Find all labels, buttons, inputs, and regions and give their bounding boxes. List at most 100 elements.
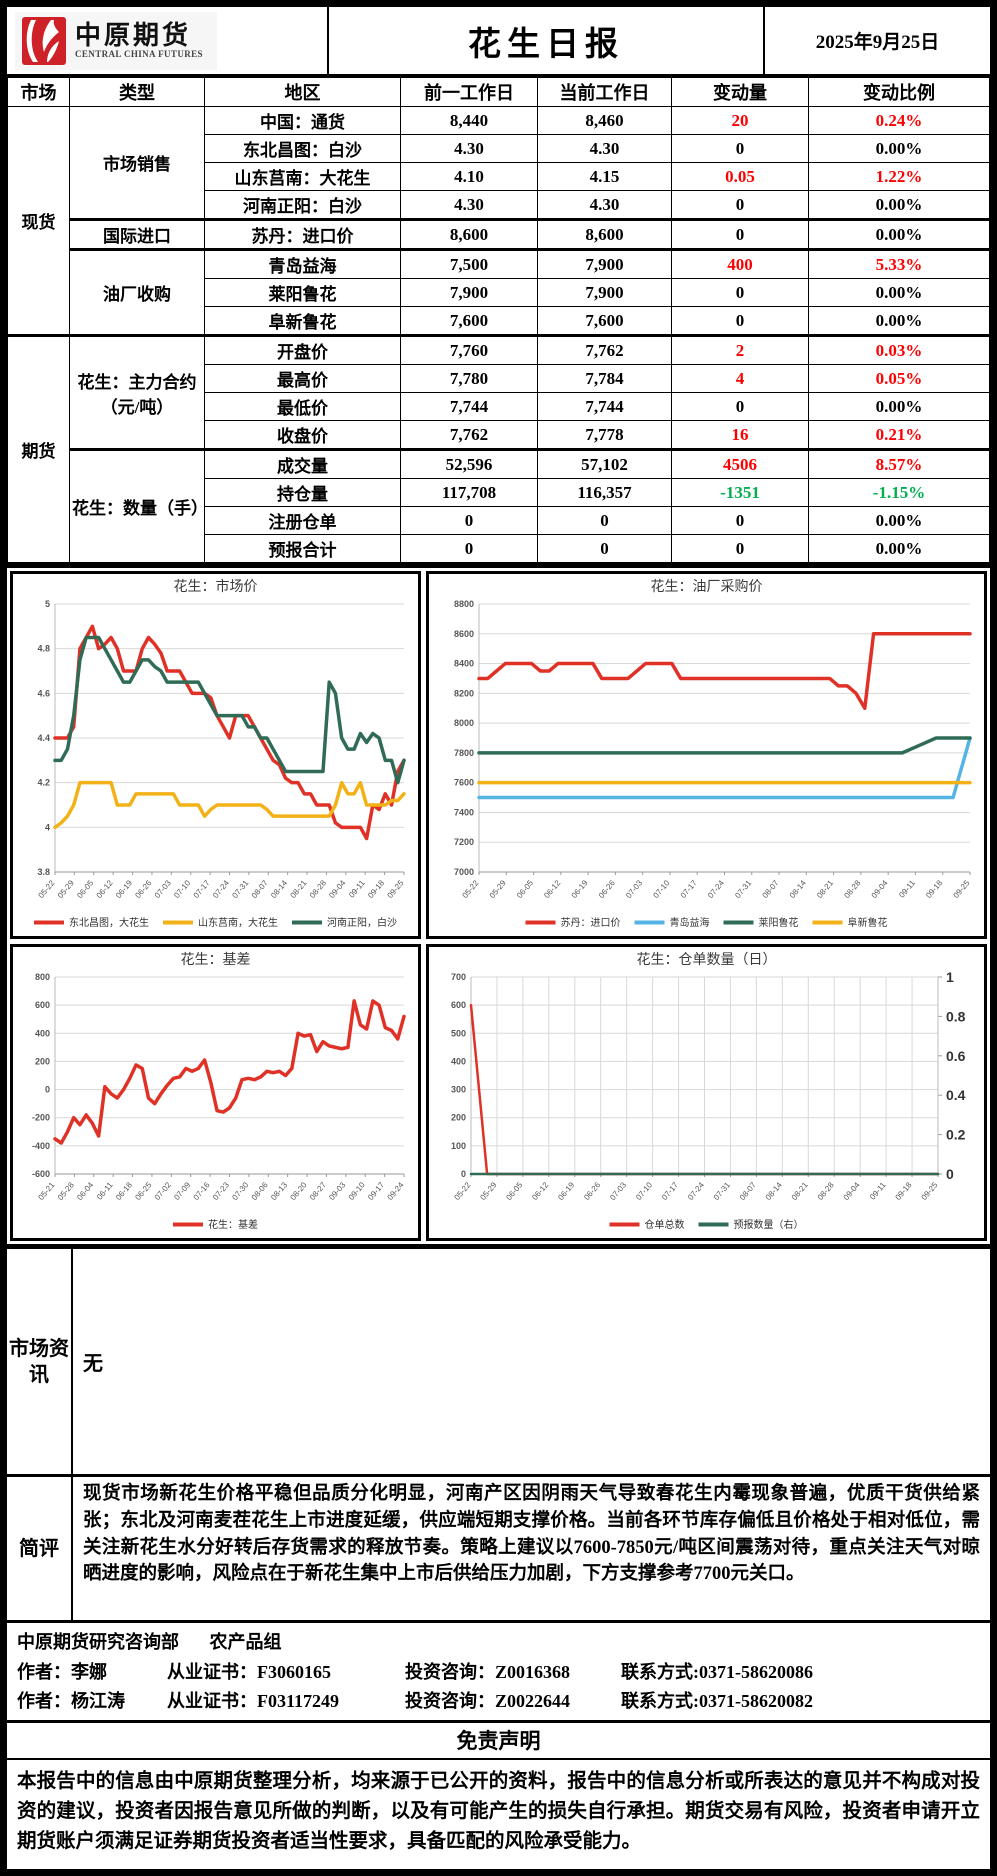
table-row: 现货 市场销售 中国：通货 8,440 8,460 20 0.24% [7, 106, 990, 336]
x-tick-label: 07-24 [211, 878, 231, 900]
y-tick-label: 8400 [454, 659, 474, 669]
charts-row-bottom: 花生：基差 -600 -400 -200 0 200 400 600 800 05-21 05-28… [10, 944, 987, 1241]
region-cell: 青岛益海 [204, 248, 401, 279]
table-row: 东北昌图：白沙 4.30 4.30 0 0.00% [8, 134, 990, 163]
x-tick-label: 09-11 [868, 1180, 888, 1201]
change-cell: 0 [671, 134, 809, 163]
author-contact: 联系方式:0371-58620082 [621, 1691, 813, 1711]
x-tick-label: 08-21 [790, 1180, 810, 1202]
type-group-cell: 国际进口 [69, 218, 205, 250]
region-cell: 预报合计 [204, 534, 401, 563]
current-value-cell: 116,357 [537, 478, 672, 507]
x-tick-label: 08-13 [269, 1180, 289, 1202]
change-pct-cell: 0.00% [808, 306, 990, 336]
x-tick-label: 06-26 [133, 878, 153, 900]
y-tick-label: 7200 [454, 837, 474, 847]
change-cell: 400 [671, 248, 809, 279]
change-cell: 0 [671, 534, 809, 563]
y-tick-label: 7000 [454, 867, 474, 877]
region-cell: 收盘价 [204, 420, 401, 450]
x-tick-label: 08-21 [815, 878, 835, 900]
y-tick-label: 400 [35, 1028, 50, 1038]
chart-title: 花生：市场价 [174, 578, 258, 594]
x-tick-label: 08-28 [842, 878, 862, 900]
x-tick-label: 08-14 [764, 1180, 784, 1202]
legend-label: 阜新鲁花 [848, 916, 888, 929]
x-tick-label: 07-16 [192, 1180, 212, 1202]
table-row: 最低价 7,744 7,744 0 0.00% [8, 392, 990, 421]
change-pct-cell: 0.00% [808, 534, 990, 563]
x-tick-label: 09-24 [385, 1180, 405, 1202]
chart-panel-warehouse-receipts: 花生：仓单数量（日） 0 100 200 300 400 500 600 700 05-22 05-… [426, 944, 987, 1241]
x-tick-label: 06-05 [504, 1180, 524, 1202]
y-tick-label: 600 [35, 1000, 50, 1010]
comment-label: 简评 [7, 1477, 73, 1620]
report-date: 2025年9月25日 [815, 32, 940, 53]
author-cert: 从业证书：F03117249 [167, 1691, 340, 1711]
current-value-cell: 7,900 [537, 278, 672, 307]
change-cell: 0 [671, 218, 809, 250]
group-name: 农产品组 [209, 1632, 282, 1652]
previous-value-cell: 4.30 [400, 134, 538, 163]
x-tick-label: 09-17 [366, 1180, 386, 1202]
x-tick-label: 07-03 [608, 1180, 628, 1202]
type-group-cell: 市场销售 [69, 106, 205, 220]
y-tick-label: -600 [32, 1169, 50, 1179]
x-tick-label: 09-10 [347, 1180, 367, 1202]
current-value-cell: 7,778 [537, 420, 672, 450]
column-header: 变动量 [671, 77, 809, 107]
logo-company-name-en: CENTRAL CHINA FUTURES [75, 49, 203, 60]
change-pct-cell: 1.22% [808, 162, 990, 191]
y-tick-label: 8200 [454, 688, 474, 698]
y-tick-label: 4.8 [37, 644, 50, 654]
change-pct-cell: 0.00% [808, 218, 990, 250]
x-tick-label: 06-04 [75, 1180, 95, 1202]
x-tick-label: 07-10 [172, 878, 192, 900]
previous-value-cell: 4.10 [400, 162, 538, 191]
previous-value-cell: 8,600 [400, 218, 538, 250]
x-tick-label: 06-12 [530, 1180, 550, 1202]
series-line [53, 999, 406, 1145]
x-tick-label: 05-22 [452, 1180, 472, 1202]
x-tick-label: 07-17 [660, 1180, 680, 1202]
x-tick-label: 06-12 [542, 878, 562, 900]
x-tick-label: 05-22 [460, 878, 480, 900]
x-tick-label: 06-19 [114, 878, 134, 900]
y-tick-label: 200 [35, 1056, 50, 1066]
change-cell: 2 [671, 334, 809, 365]
table-row: 花生：数量（手） 成交量 52,596 57,102 4506 8.57% [8, 448, 990, 563]
logo-mark-icon [22, 16, 66, 65]
change-pct-cell: 0.00% [808, 506, 990, 535]
x-tick-label: 06-26 [582, 1180, 602, 1202]
region-cell: 山东莒南：大花生 [204, 162, 401, 191]
x-tick-label: 05-29 [488, 878, 508, 900]
series-line [477, 736, 972, 755]
x-tick-label: 08-27 [308, 1180, 328, 1202]
y2-tick-label: 0.4 [946, 1087, 966, 1103]
x-tick-label: 07-17 [679, 878, 699, 900]
x-tick-label: 05-29 [478, 1180, 498, 1202]
change-cell: 20 [671, 106, 809, 135]
department-line: 中原期货研究咨询部 农产品组 [17, 1628, 980, 1654]
current-value-cell: 4.30 [537, 134, 672, 163]
current-value-cell: 8,600 [537, 218, 672, 250]
x-tick-label: 07-30 [230, 1180, 250, 1202]
y-tick-label: 200 [451, 1113, 466, 1123]
x-tick-label: 07-24 [706, 878, 726, 900]
author-name: 作者：李娜 [17, 1662, 107, 1682]
y-tick-label: 0 [45, 1085, 50, 1095]
y-tick-label: 7400 [454, 807, 474, 817]
x-tick-label: 07-24 [686, 1180, 706, 1202]
x-tick-label: 06-05 [75, 878, 95, 900]
change-cell: -1351 [671, 478, 809, 507]
comment-text: 现货市场新花生价格平稳但品质分化明显，河南产区因阴雨天气导致春花生内霉现象普遍，… [83, 1484, 980, 1585]
change-pct-cell: 5.33% [808, 248, 990, 279]
table-row: 预报合计 0 0 0 0.00% [8, 534, 990, 563]
change-cell: 4 [671, 364, 809, 393]
change-cell: 0 [671, 506, 809, 535]
market-info-content: 无 [83, 1353, 103, 1375]
previous-value-cell: 7,744 [400, 392, 538, 421]
legend-label: 青岛益海 [670, 916, 710, 929]
region-cell: 东北昌图：白沙 [204, 134, 401, 163]
